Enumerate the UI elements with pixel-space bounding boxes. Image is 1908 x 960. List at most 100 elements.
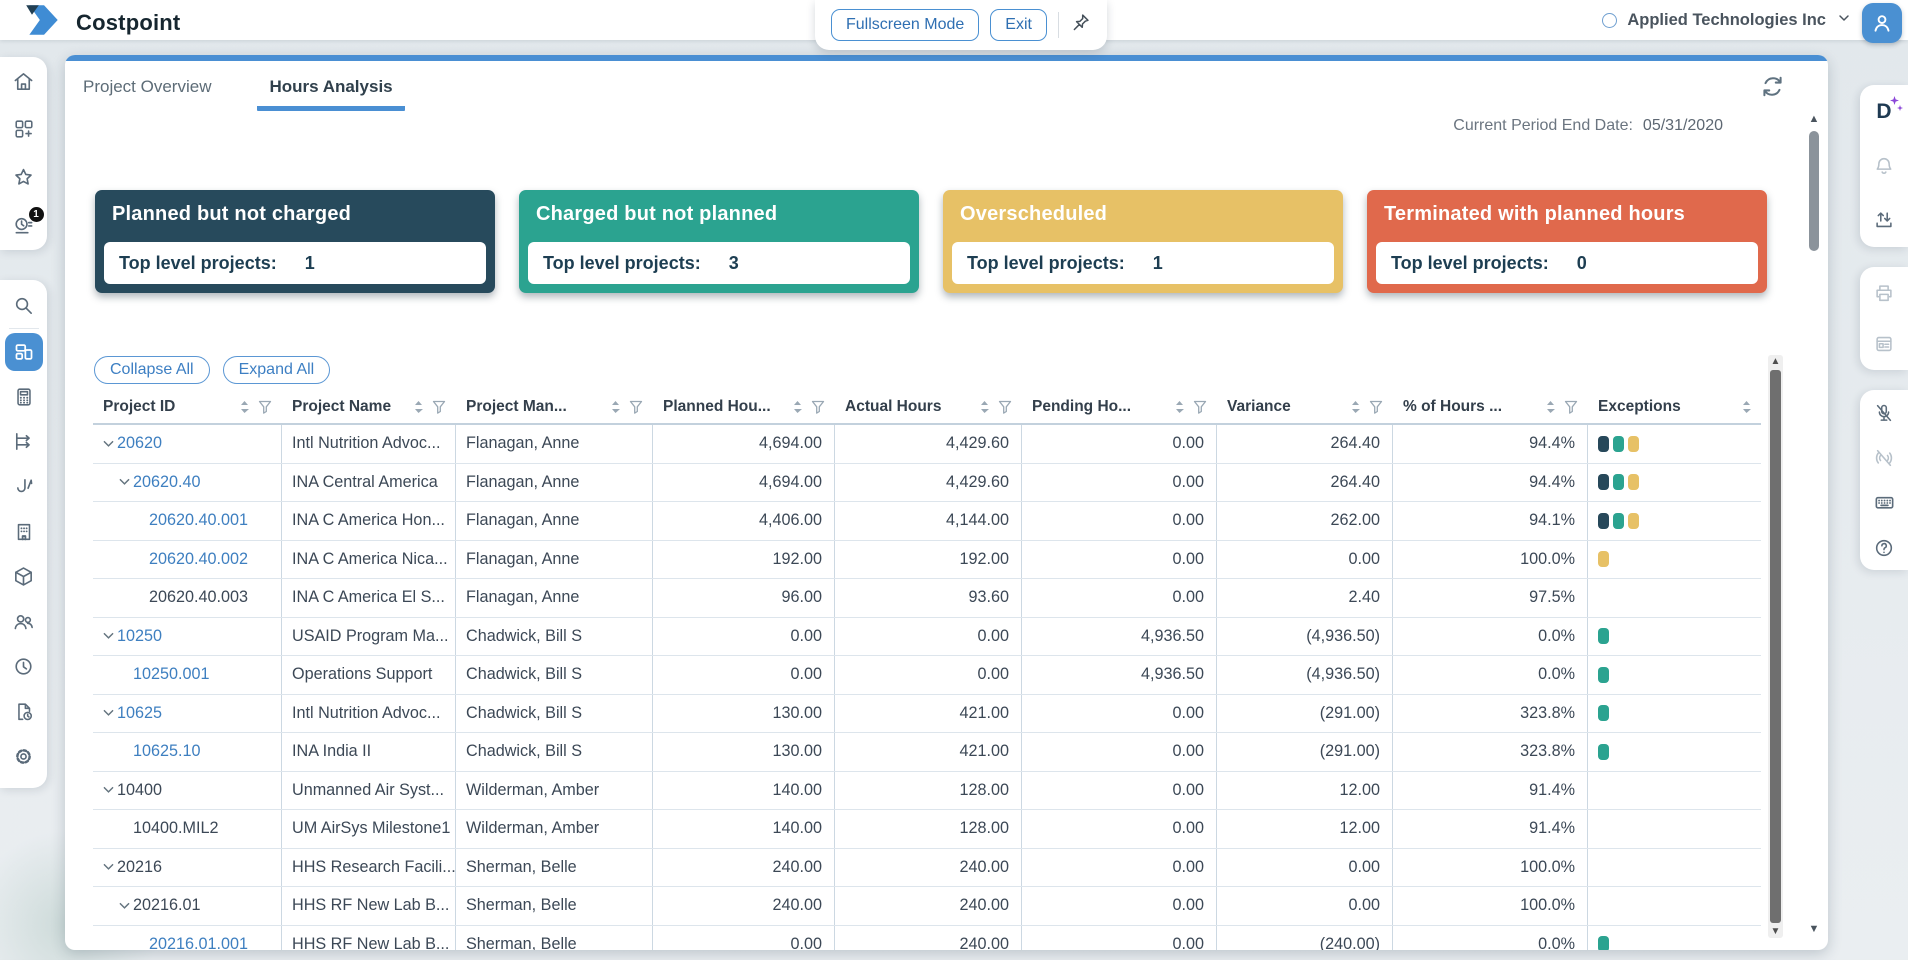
people-icon[interactable] — [4, 599, 44, 644]
scroll-up-icon[interactable]: ▲ — [1808, 113, 1820, 125]
project-id-link[interactable]: 10250.001 — [133, 665, 210, 684]
form-view-icon[interactable] — [1864, 322, 1904, 367]
exception-chip-teal — [1613, 474, 1624, 491]
actual-hours-cell: 0.00 — [835, 656, 1022, 694]
expand-all-button[interactable]: Expand All — [222, 356, 331, 384]
scroll-up-icon[interactable]: ▲ — [1770, 356, 1781, 367]
expand-chevron-icon[interactable] — [103, 709, 117, 717]
help-icon[interactable] — [1864, 525, 1904, 570]
fullscreen-mode-button[interactable]: Fullscreen Mode — [831, 9, 980, 41]
audio-muted-icon[interactable] — [1864, 435, 1904, 480]
project-name-cell: Intl Nutrition Advoc... — [282, 425, 456, 463]
project-id-link[interactable]: 10400 — [117, 780, 163, 799]
exceptions-cell — [1588, 618, 1761, 656]
column-header-project-name[interactable]: Project Name — [282, 391, 456, 423]
calculator-icon[interactable] — [4, 374, 44, 419]
search-icon[interactable] — [4, 283, 44, 328]
project-id-cell: 20620.40.001 — [93, 502, 282, 540]
keyboard-icon[interactable] — [1864, 480, 1904, 525]
project-id-link[interactable]: 10625.10 — [133, 742, 201, 761]
column-header-variance[interactable]: Variance — [1217, 391, 1393, 423]
column-header-pending-hours[interactable]: Pending Ho... — [1022, 391, 1217, 423]
table-scrollbar-thumb[interactable] — [1770, 370, 1781, 923]
actual-hours-cell: 421.00 — [835, 733, 1022, 771]
project-id-link[interactable]: 20620.40.001 — [149, 511, 249, 530]
import-export-icon[interactable] — [1864, 198, 1904, 243]
favorites-star-icon[interactable] — [4, 155, 44, 200]
project-id-link[interactable]: 20620.40 — [133, 472, 201, 491]
recent-activity-icon[interactable]: 1 — [4, 203, 44, 248]
exception-chip-yellow — [1598, 551, 1609, 568]
mic-muted-icon[interactable] — [1864, 390, 1904, 435]
column-header-project-manager[interactable]: Project Man... — [456, 391, 653, 423]
column-header-exceptions[interactable]: Exceptions — [1588, 391, 1761, 423]
journal-icon[interactable] — [4, 464, 44, 509]
time-icon[interactable] — [4, 644, 44, 689]
settings-gear-icon[interactable] — [4, 734, 44, 779]
grid-toolbar: Collapse All Expand All — [94, 356, 331, 384]
products-icon[interactable] — [4, 554, 44, 599]
project-id-link[interactable]: 20216.01.001 — [149, 934, 249, 950]
expand-chevron-icon[interactable] — [103, 440, 117, 448]
card-metric-value: 0 — [1576, 252, 1587, 273]
document-history-icon[interactable] — [4, 689, 44, 734]
scroll-down-icon[interactable]: ▼ — [1808, 923, 1820, 935]
main-scrollbar[interactable]: ▲ ▼ — [1806, 112, 1822, 936]
project-id-cell: 10625.10 — [93, 733, 282, 771]
user-avatar[interactable] — [1862, 3, 1902, 43]
process-flow-icon[interactable] — [4, 419, 44, 464]
project-id-link[interactable]: 20216 — [117, 857, 163, 876]
refresh-icon[interactable] — [1759, 73, 1786, 105]
expand-chevron-icon[interactable] — [103, 632, 117, 640]
tab-project-overview[interactable]: Project Overview — [83, 77, 212, 96]
exceptions-cell — [1588, 849, 1761, 887]
exceptions-cell — [1588, 656, 1761, 694]
chevron-down-icon[interactable] — [1836, 10, 1852, 31]
dashboards-icon[interactable] — [4, 329, 44, 374]
pct-of-hours-cell: 100.0% — [1393, 540, 1588, 578]
actual-hours-cell: 4,429.60 — [835, 463, 1022, 501]
card-planned-not-charged[interactable]: Planned but not charged Top level projec… — [95, 190, 495, 293]
project-id-link[interactable]: 10400.MIL2 — [133, 819, 219, 838]
filter-icon — [1369, 400, 1383, 414]
project-id-link[interactable]: 20620.40.003 — [149, 588, 249, 607]
card-terminated-planned-hours[interactable]: Terminated with planned hours Top level … — [1367, 190, 1767, 293]
exception-chip-teal — [1598, 936, 1609, 950]
collapse-all-button[interactable]: Collapse All — [94, 356, 210, 384]
tab-hours-analysis[interactable]: Hours Analysis — [257, 71, 405, 111]
actual-hours-cell: 240.00 — [835, 848, 1022, 886]
card-metric-label: Top level projects: — [1391, 252, 1549, 273]
assistant-d-icon[interactable]: D — [1864, 90, 1904, 135]
expand-chevron-icon[interactable] — [103, 863, 117, 871]
main-scrollbar-thumb[interactable] — [1809, 131, 1819, 251]
column-header-planned-hours[interactable]: Planned Hou... — [653, 391, 835, 423]
print-icon[interactable] — [1864, 270, 1904, 315]
card-charged-not-planned[interactable]: Charged but not planned Top level projec… — [519, 190, 919, 293]
expand-chevron-icon[interactable] — [103, 786, 117, 794]
table-scrollbar[interactable]: ▲ ▼ — [1768, 355, 1783, 938]
table-row: 20620 Intl Nutrition Advoc... Flanagan, … — [93, 425, 1761, 464]
card-overscheduled[interactable]: Overscheduled Top level projects: 1 — [943, 190, 1343, 293]
column-header-pct-of-hours[interactable]: % of Hours ... — [1393, 391, 1588, 423]
expand-chevron-icon[interactable] — [119, 902, 133, 910]
column-header-actual-hours[interactable]: Actual Hours — [835, 391, 1022, 423]
project-id-link[interactable]: 10250 — [117, 626, 163, 645]
card-metric-label: Top level projects: — [967, 252, 1125, 273]
project-id-link[interactable]: 20216.01 — [133, 896, 201, 915]
new-application-icon[interactable] — [4, 107, 44, 152]
planned-hours-cell: 130.00 — [653, 733, 835, 771]
expand-chevron-icon[interactable] — [119, 478, 133, 486]
exit-button[interactable]: Exit — [990, 9, 1047, 41]
organization-icon[interactable] — [4, 509, 44, 554]
actual-hours-cell: 128.00 — [835, 810, 1022, 848]
scroll-down-icon[interactable]: ▼ — [1770, 926, 1781, 937]
notifications-bell-icon[interactable] — [1864, 144, 1904, 189]
project-id-link[interactable]: 10625 — [117, 703, 163, 722]
column-header-project-id[interactable]: Project ID — [93, 391, 282, 423]
project-id-link[interactable]: 20620.40.002 — [149, 549, 249, 568]
home-icon[interactable] — [4, 59, 44, 104]
project-id-link[interactable]: 20620 — [117, 434, 163, 453]
pin-icon[interactable] — [1070, 12, 1091, 38]
actual-hours-cell: 192.00 — [835, 540, 1022, 578]
